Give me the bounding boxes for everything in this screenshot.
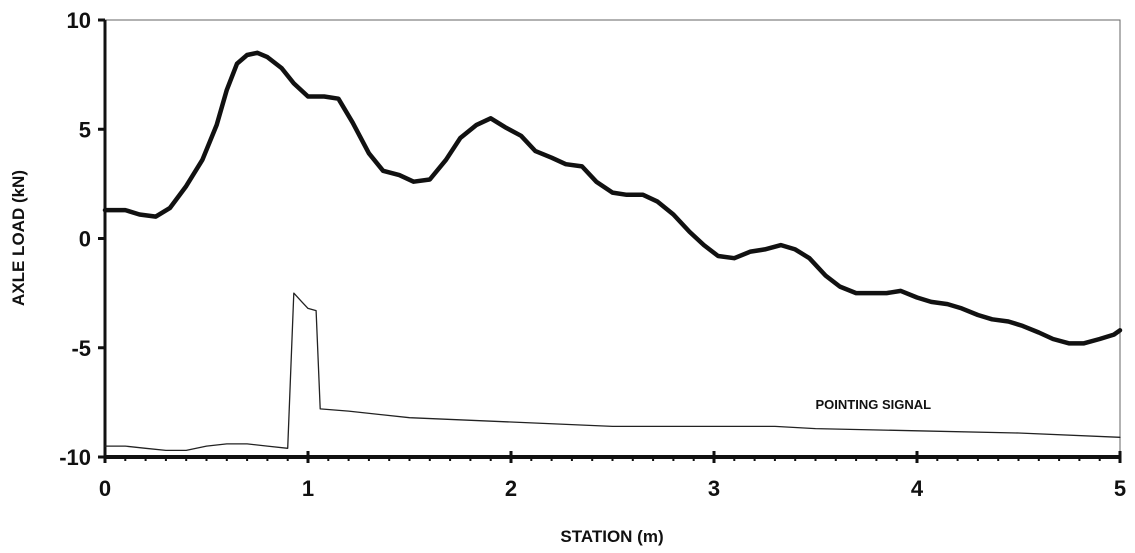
- pointing-signal-annotation: POINTING SIGNAL: [816, 397, 932, 412]
- x-axis-title: STATION (m): [560, 527, 663, 546]
- pointing-signal-line: [104, 292, 1121, 452]
- y-tick-label: 10: [67, 8, 91, 33]
- y-axis: -10 -5 0 5 10: [59, 8, 107, 470]
- x-axis: 0 1 2 3 4 5: [99, 451, 1126, 501]
- plot-area: [104, 19, 1121, 458]
- y-tick-label: 0: [79, 227, 91, 252]
- x-tick-label: 0: [99, 476, 111, 501]
- y-tick-label: 5: [79, 117, 91, 142]
- annotation-layer: POINTING SIGNAL: [816, 397, 932, 412]
- axle-load-line: [102, 50, 1123, 346]
- y-axis-title: AXLE LOAD (kN): [9, 170, 28, 306]
- y-tick-label: -10: [59, 445, 91, 470]
- x-tick-label: 3: [708, 476, 720, 501]
- x-tick-label: 1: [302, 476, 314, 501]
- y-tick-label: -5: [71, 336, 91, 361]
- x-tick-label: 2: [505, 476, 517, 501]
- x-tick-label: 5: [1114, 476, 1126, 501]
- x-tick-label: 4: [911, 476, 924, 501]
- series-layer: [102, 50, 1123, 452]
